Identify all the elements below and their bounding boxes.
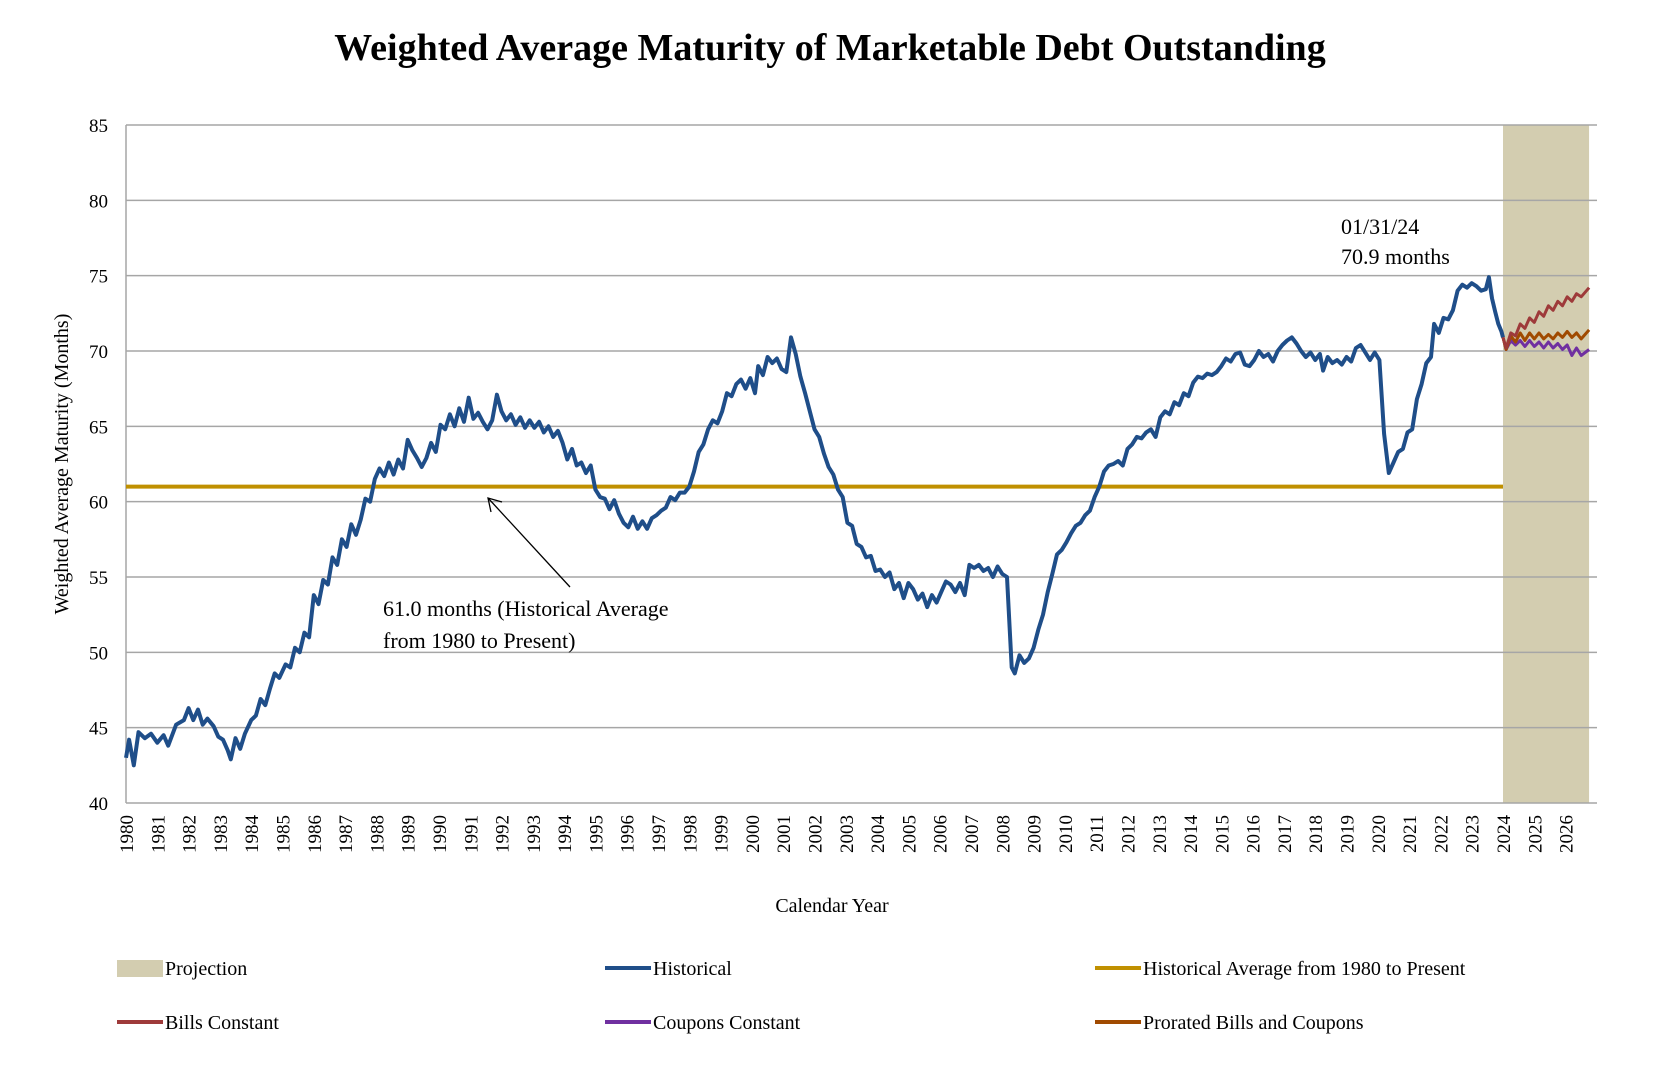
legend-label: Bills Constant <box>165 1012 279 1034</box>
x-tick-label: 2002 <box>806 815 827 853</box>
legend-label: Projection <box>165 958 247 980</box>
legend-item: Bills Constant <box>117 1012 279 1034</box>
series-line-prorated-bills-and-coupons <box>1501 328 1591 351</box>
x-tick-label: 1985 <box>273 815 294 853</box>
chart-title: Weighted Average Maturity of Marketable … <box>334 27 1325 69</box>
x-tick-label: 1983 <box>211 815 232 853</box>
x-tick-label: 2022 <box>1431 815 1452 853</box>
x-tick-label: 2010 <box>1056 815 1077 853</box>
x-tick-label: 1994 <box>555 815 576 854</box>
x-tick-label: 1984 <box>242 815 263 854</box>
series-line-historical <box>124 275 1505 768</box>
average-annotation-line1: 61.0 months (Historical Average <box>383 596 669 621</box>
x-tick-label: 2018 <box>1306 815 1327 853</box>
x-tick-label: 2001 <box>774 815 795 853</box>
x-tick-label: 1995 <box>586 815 607 853</box>
legend-item: Prorated Bills and Coupons <box>1095 1012 1364 1034</box>
x-tick-label: 1996 <box>618 815 639 853</box>
y-tick-label: 70 <box>89 342 108 363</box>
projection-shading <box>1503 125 1590 803</box>
x-tick-label: 2007 <box>962 815 983 853</box>
y-tick-label: 85 <box>89 116 108 137</box>
x-tick-label: 2025 <box>1525 815 1546 853</box>
x-tick-label: 2020 <box>1369 815 1390 853</box>
x-tick-label: 2006 <box>931 815 952 853</box>
x-tick-label: 2004 <box>868 815 889 854</box>
y-tick-labels: 40 45 50 55 60 65 70 75 80 85 <box>89 116 108 815</box>
x-tick-label: 2014 <box>1181 815 1202 854</box>
x-tick-label: 1998 <box>680 815 701 853</box>
y-tick-label: 80 <box>89 191 108 212</box>
last-date-annotation: 01/31/24 <box>1341 214 1419 239</box>
legend-item: Historical Average from 1980 to Present <box>1095 958 1466 980</box>
series-lines <box>124 275 1591 768</box>
y-tick-label: 75 <box>89 267 108 288</box>
last-value-annotation: 70.9 months <box>1341 244 1450 269</box>
x-tick-label: 1986 <box>305 815 326 853</box>
x-tick-label: 2012 <box>1118 815 1139 853</box>
legend-label: Prorated Bills and Coupons <box>1143 1012 1364 1034</box>
y-axis-title: Weighted Average Maturity (Months) <box>51 314 73 615</box>
x-tick-label: 2015 <box>1212 815 1233 853</box>
legend-label: Historical <box>653 958 732 980</box>
x-tick-label: 1999 <box>712 815 733 853</box>
y-tick-label: 55 <box>89 568 108 589</box>
x-tick-label: 2021 <box>1400 815 1421 853</box>
x-tick-label: 2000 <box>743 815 764 853</box>
x-tick-label: 1987 <box>336 815 357 853</box>
x-tick-label: 1991 <box>461 815 482 853</box>
legend: Projection Historical Historical Average f… <box>117 958 1466 1034</box>
gridlines <box>125 124 1597 804</box>
x-tick-label: 1988 <box>367 815 388 853</box>
series-line-bills-constant <box>1501 286 1591 350</box>
x-tick-label: 2017 <box>1275 815 1296 853</box>
x-tick-label: 1992 <box>493 815 514 853</box>
x-axis-title: Calendar Year <box>775 895 889 917</box>
y-tick-label: 50 <box>89 643 108 664</box>
x-tick-labels: 1980 1981 1982 1983 1984 1985 1986 1987 1988 1989… <box>117 815 1578 854</box>
x-tick-label: 1980 <box>117 815 138 853</box>
x-tick-label: 1990 <box>430 815 451 853</box>
projection-region <box>1503 125 1590 803</box>
x-tick-label: 2011 <box>1087 815 1108 852</box>
legend-label: Coupons Constant <box>653 1012 801 1034</box>
x-tick-label: 1981 <box>148 815 169 853</box>
legend-item: Projection <box>117 958 247 980</box>
x-tick-label: 2009 <box>1025 815 1046 853</box>
y-tick-label: 60 <box>89 493 108 514</box>
legend-item: Coupons Constant <box>605 1012 801 1034</box>
x-tick-label: 1989 <box>399 815 420 853</box>
x-tick-label: 1997 <box>649 815 670 853</box>
x-tick-label: 2019 <box>1338 815 1359 853</box>
x-tick-label: 2023 <box>1463 815 1484 853</box>
x-tick-label: 2013 <box>1150 815 1171 853</box>
legend-swatch-projection <box>117 960 163 977</box>
x-tick-label: 2008 <box>993 815 1014 853</box>
x-tick-label: 2026 <box>1557 815 1578 853</box>
x-tick-label: 1993 <box>524 815 545 853</box>
legend-item: Historical <box>605 958 732 980</box>
x-tick-label: 2016 <box>1244 815 1265 853</box>
y-tick-label: 65 <box>89 417 108 438</box>
average-annotation-arrow <box>487 497 571 588</box>
average-annotation-line2: from 1980 to Present) <box>383 628 575 653</box>
legend-label: Historical Average from 1980 to Present <box>1143 958 1466 980</box>
x-tick-label: 2024 <box>1494 815 1515 854</box>
y-tick-label: 45 <box>89 719 108 740</box>
x-tick-label: 2003 <box>837 815 858 853</box>
x-tick-label: 1982 <box>180 815 201 853</box>
x-tick-label: 2005 <box>899 815 920 853</box>
series-line-coupons-constant <box>1501 337 1591 357</box>
y-tick-label: 40 <box>89 794 108 815</box>
